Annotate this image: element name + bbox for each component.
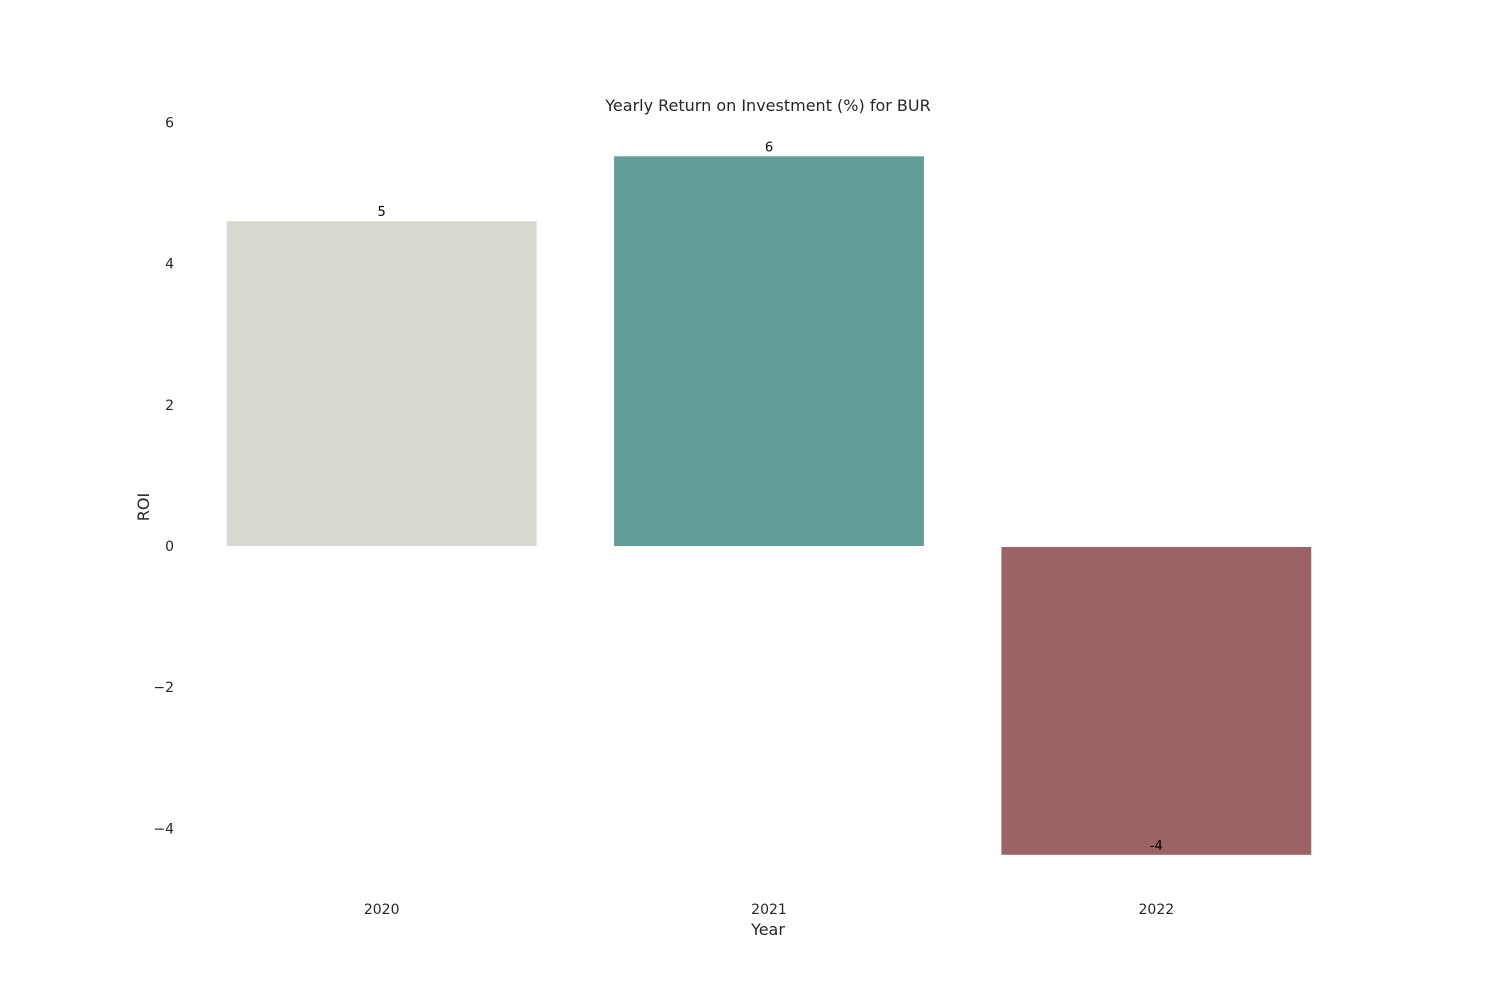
y-tick-label: −2: [153, 680, 174, 696]
data-labels: 5 6 -4: [378, 140, 1163, 854]
x-tick-label-2020: 2020: [364, 902, 400, 918]
x-axis-ticks: 2020 2021 2022: [364, 902, 1174, 918]
y-tick-label: 2: [165, 398, 174, 414]
y-axis-label: ROI: [134, 493, 153, 521]
x-tick-label-2022: 2022: [1139, 902, 1175, 918]
chart-title: Yearly Return on Investment (%) for BUR: [604, 96, 930, 115]
x-tick-label-2021: 2021: [751, 902, 787, 918]
y-tick-label: 0: [165, 539, 174, 555]
data-label-2022: -4: [1150, 839, 1163, 854]
bars: [226, 156, 1312, 855]
y-tick-label: 6: [165, 115, 174, 131]
bar-2020: [226, 221, 537, 547]
bar-2022: [1001, 547, 1312, 855]
y-tick-label: 4: [165, 257, 174, 273]
data-label-2021: 6: [765, 140, 773, 155]
x-axis-label: Year: [750, 920, 785, 939]
y-axis-ticks: 6 4 2 0 −2 −4: [153, 115, 174, 837]
y-tick-label: −4: [153, 821, 174, 837]
bar-2021: [614, 156, 924, 546]
data-label-2020: 5: [378, 205, 386, 220]
